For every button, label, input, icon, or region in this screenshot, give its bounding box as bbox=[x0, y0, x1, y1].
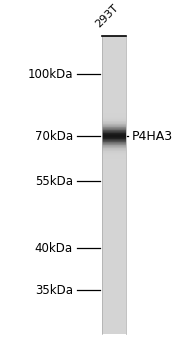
Text: 293T: 293T bbox=[93, 2, 120, 29]
Bar bbox=[102, 36, 126, 334]
Text: 35kDa: 35kDa bbox=[35, 284, 73, 296]
Text: 100kDa: 100kDa bbox=[28, 68, 73, 81]
Text: 70kDa: 70kDa bbox=[35, 130, 73, 143]
Text: P4HA3: P4HA3 bbox=[132, 130, 173, 143]
Text: 40kDa: 40kDa bbox=[35, 242, 73, 255]
Text: 55kDa: 55kDa bbox=[35, 175, 73, 188]
